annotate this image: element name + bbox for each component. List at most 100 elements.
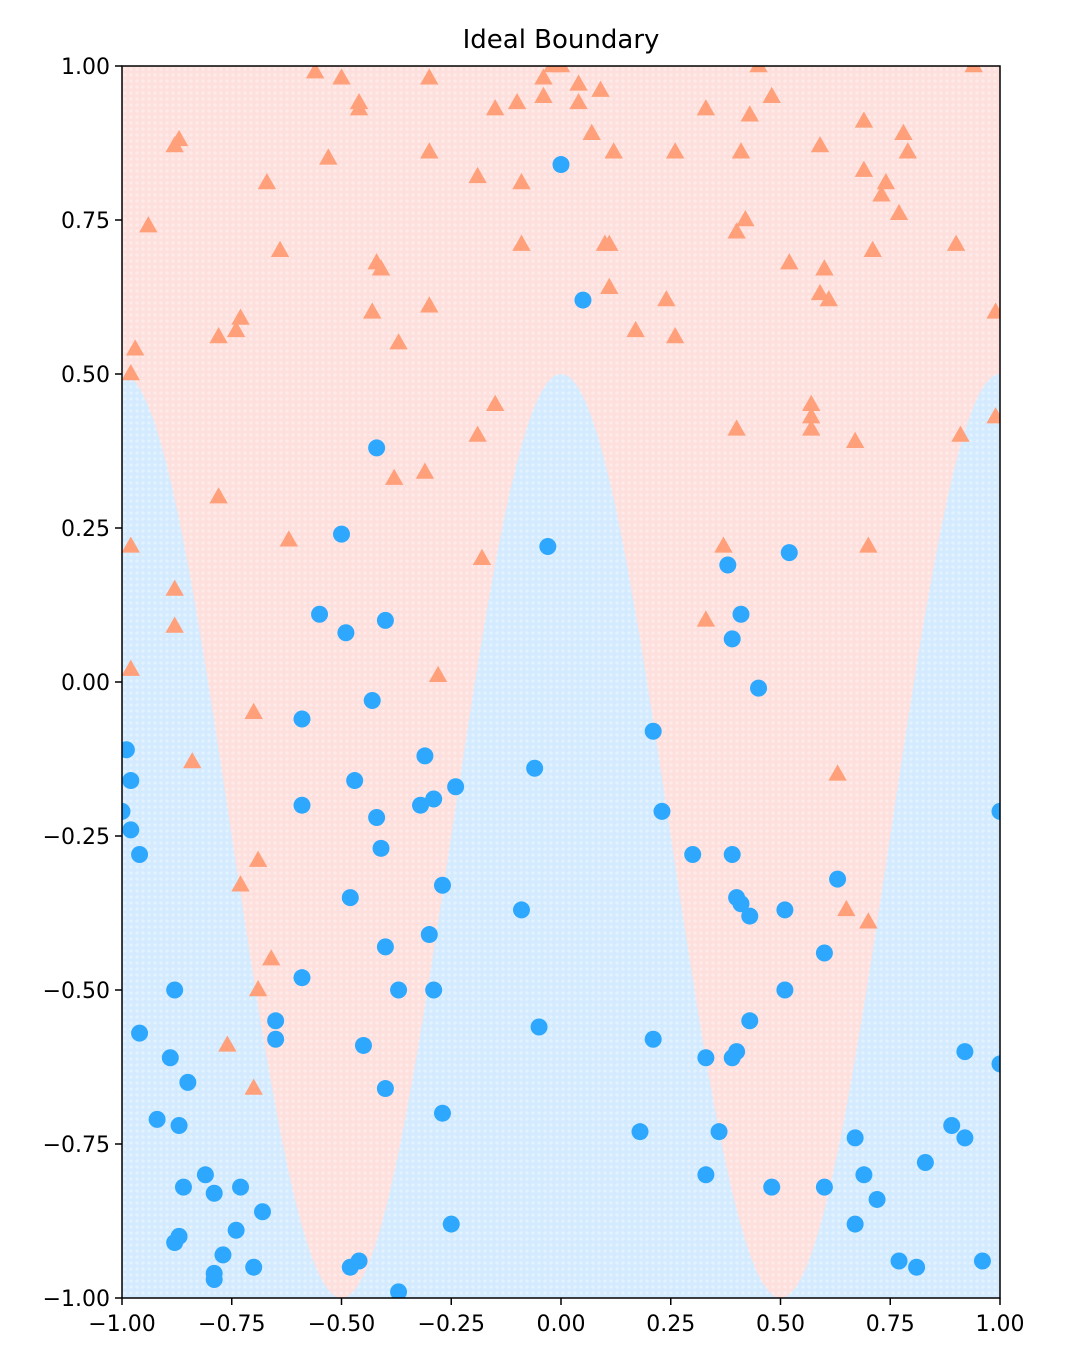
- triangle-point: [244, 702, 263, 719]
- triangle-point: [165, 616, 184, 633]
- circle-point: [741, 1012, 759, 1030]
- y-tick-label: −0.25: [43, 825, 110, 850]
- triangle-point: [802, 407, 821, 424]
- circle-point: [684, 845, 702, 863]
- triangle-point: [727, 419, 746, 436]
- circle-point: [214, 1246, 232, 1264]
- triangle-point: [169, 129, 189, 147]
- circle-point: [122, 741, 135, 759]
- y-tick-label: −0.75: [43, 1133, 110, 1158]
- triangle-point: [305, 66, 325, 79]
- triangle-point: [257, 173, 277, 190]
- circle-point: [416, 747, 434, 765]
- circle-point: [368, 439, 386, 457]
- triangle-point: [420, 68, 439, 85]
- circle-point: [732, 605, 750, 623]
- circle-point: [311, 605, 329, 623]
- triangle-point: [600, 234, 619, 251]
- circle-point: [376, 938, 394, 956]
- triangle-point: [468, 425, 487, 442]
- circle-point: [815, 944, 833, 962]
- triangle-point: [696, 610, 716, 627]
- triangle-point: [802, 419, 821, 436]
- y-tick-label: 0.50: [61, 363, 110, 388]
- triangle-point: [262, 949, 281, 966]
- triangle-point: [507, 92, 527, 110]
- triangle-point: [332, 68, 351, 85]
- circle-point: [855, 1166, 873, 1184]
- triangle-point: [270, 240, 290, 257]
- triangle-point: [534, 86, 553, 103]
- triangle-point: [485, 394, 505, 411]
- triangle-point: [626, 320, 645, 338]
- triangle-point: [371, 259, 391, 276]
- triangle-point: [420, 296, 439, 313]
- circle-point: [991, 802, 1000, 820]
- triangle-point: [898, 142, 918, 159]
- triangle-point: [468, 166, 487, 184]
- circle-point: [161, 1049, 179, 1067]
- circle-point: [425, 790, 443, 808]
- circle-point: [719, 556, 737, 574]
- plot-area: [122, 66, 1000, 1298]
- circle-point: [723, 845, 741, 863]
- triangle-point: [665, 327, 685, 344]
- triangle-point: [569, 92, 588, 110]
- circle-point: [170, 1117, 188, 1135]
- circle-point: [122, 821, 140, 839]
- x-tick-label: 0.00: [537, 1312, 586, 1337]
- triangle-point: [582, 123, 601, 140]
- circle-point: [293, 796, 311, 814]
- circle-point: [333, 525, 350, 543]
- circle-point: [846, 1215, 864, 1233]
- triangle-point: [551, 66, 571, 73]
- circle-point: [973, 1252, 991, 1270]
- triangle-point: [859, 536, 878, 553]
- circle-point: [868, 1190, 886, 1208]
- circle-point: [196, 1166, 214, 1184]
- x-tick-label: 0.25: [646, 1312, 695, 1337]
- circle-point: [710, 1123, 728, 1141]
- triangle-point: [696, 99, 716, 116]
- circle-point: [420, 926, 438, 944]
- circle-point: [354, 1036, 372, 1054]
- triangle-point: [810, 283, 830, 301]
- circle-point: [166, 981, 184, 999]
- triangle-point: [951, 425, 970, 442]
- circle-point: [148, 1110, 166, 1128]
- circle-point: [723, 630, 741, 648]
- triangle-point: [810, 136, 830, 153]
- circle-point: [433, 876, 451, 894]
- triangle-point: [819, 290, 838, 307]
- triangle-point: [727, 222, 746, 239]
- circle-point: [390, 981, 408, 999]
- triangle-point: [837, 899, 856, 917]
- triangle-point: [226, 320, 246, 338]
- triangle-point: [534, 68, 553, 85]
- circle-point: [631, 1123, 649, 1141]
- triangle-point: [815, 259, 834, 276]
- circle-point: [723, 1049, 741, 1067]
- circle-point: [232, 1178, 250, 1196]
- circle-point: [512, 901, 530, 919]
- triangle-point: [591, 80, 610, 97]
- circle-point: [916, 1153, 934, 1171]
- chart-title: Ideal Boundary: [463, 25, 660, 55]
- circle-point: [227, 1221, 245, 1239]
- x-tick-label: −0.75: [198, 1312, 265, 1337]
- triangle-point: [384, 468, 404, 485]
- circle-point: [350, 1252, 368, 1270]
- triangle-point: [876, 173, 896, 190]
- circle-point: [363, 691, 381, 709]
- x-tick-label: 0.50: [756, 1312, 805, 1337]
- triangle-point: [349, 99, 369, 116]
- triangle-point: [512, 234, 531, 251]
- circle-point: [732, 895, 750, 913]
- circle-point: [337, 624, 355, 642]
- triangle-point: [714, 536, 733, 553]
- triangle-point: [428, 665, 448, 683]
- circle-point: [552, 156, 570, 174]
- y-tick-label: 0.75: [61, 209, 110, 234]
- y-tick-label: 0.00: [61, 671, 110, 696]
- triangle-point: [420, 142, 439, 159]
